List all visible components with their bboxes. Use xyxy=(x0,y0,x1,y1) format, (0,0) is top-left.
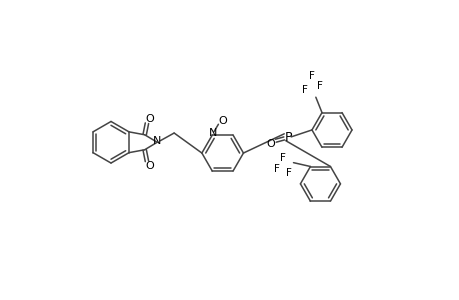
Text: P: P xyxy=(284,131,291,144)
Text: O: O xyxy=(266,139,275,149)
Text: F: F xyxy=(273,164,279,174)
Text: N: N xyxy=(153,136,161,146)
Text: O: O xyxy=(218,116,226,126)
Text: F: F xyxy=(279,153,285,163)
Text: F: F xyxy=(285,168,291,178)
Text: O: O xyxy=(146,114,154,124)
Text: F: F xyxy=(316,81,322,92)
Text: N: N xyxy=(208,128,217,139)
Text: F: F xyxy=(308,70,314,81)
Text: F: F xyxy=(302,85,308,94)
Text: O: O xyxy=(146,161,154,171)
